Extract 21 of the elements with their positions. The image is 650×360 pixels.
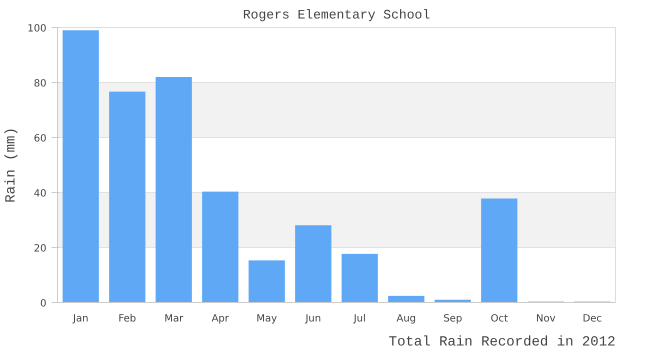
y-axis-title: Rain (mm) bbox=[3, 127, 20, 203]
x-tick-label: May bbox=[256, 314, 278, 324]
x-tick-label: Jun bbox=[304, 314, 322, 324]
chart-title: Rogers Elementary School bbox=[242, 8, 430, 22]
x-tick-label: Oct bbox=[490, 314, 508, 324]
x-tick-label: Sep bbox=[443, 314, 462, 324]
x-tick-label: Dec bbox=[582, 314, 602, 324]
x-tick-label: Apr bbox=[212, 314, 230, 324]
y-tick-label: 40 bbox=[34, 188, 47, 200]
y-tick-label: 0 bbox=[40, 298, 47, 310]
x-tick-label: Feb bbox=[118, 314, 136, 324]
y-tick-label: 80 bbox=[34, 78, 47, 90]
x-tick-label: Nov bbox=[536, 314, 556, 324]
y-tick-label: 100 bbox=[27, 24, 47, 34]
y-tick-label: 60 bbox=[34, 134, 47, 144]
x-axis-title: Total Rain Recorded in 2012 bbox=[388, 334, 616, 350]
x-tick-label: Jan bbox=[72, 314, 88, 324]
y-tick-label: 20 bbox=[34, 244, 47, 254]
x-tick-label: Mar bbox=[164, 314, 184, 324]
x-tick-label: Jul bbox=[352, 314, 366, 324]
x-tick-label: Aug bbox=[396, 314, 416, 324]
